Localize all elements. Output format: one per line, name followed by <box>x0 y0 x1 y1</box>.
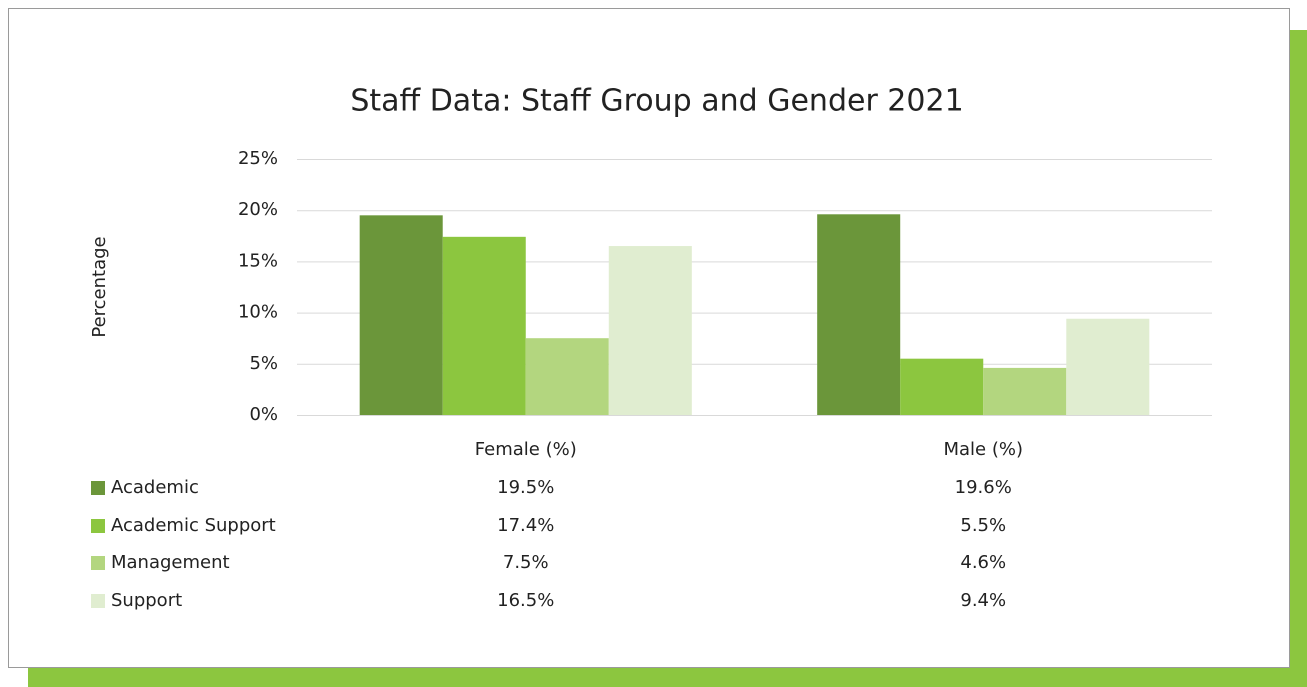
bar <box>900 358 984 415</box>
bar <box>525 338 609 415</box>
bar <box>983 367 1067 415</box>
legend-label: Management <box>111 552 230 573</box>
y-tick-label: 25% <box>238 148 278 169</box>
y-tick-label: 0% <box>249 404 278 425</box>
y-tick-label: 10% <box>238 302 278 323</box>
y-axis-label: Percentage <box>89 236 110 337</box>
y-tick-label: 15% <box>238 250 278 271</box>
y-tick-label: 20% <box>238 199 278 220</box>
data-label: 7.5% <box>503 552 549 573</box>
data-label: 4.6% <box>960 552 1006 573</box>
legend-label: Academic Support <box>111 515 276 536</box>
data-label: 16.5% <box>497 590 554 611</box>
data-label: 17.4% <box>497 515 554 536</box>
chart-title: Staff Data: Staff Group and Gender 2021 <box>350 84 963 119</box>
data-label: 19.5% <box>497 477 554 498</box>
legend-swatch <box>91 556 105 570</box>
bar <box>359 215 443 415</box>
x-tick-label: Female (%) <box>475 439 577 460</box>
legend-label: Academic <box>111 477 199 498</box>
data-label: 5.5% <box>960 515 1006 536</box>
data-label: 19.6% <box>955 477 1012 498</box>
legend-swatch <box>91 481 105 495</box>
legend-label: Support <box>111 590 182 611</box>
x-tick-label: Male (%) <box>943 439 1023 460</box>
legend-swatch <box>91 519 105 533</box>
bar <box>1066 318 1150 415</box>
y-tick-label: 5% <box>249 353 278 374</box>
data-label: 9.4% <box>960 590 1006 611</box>
bar <box>442 236 526 415</box>
legend-swatch <box>91 594 105 608</box>
bar <box>608 246 692 415</box>
bar <box>817 214 901 415</box>
